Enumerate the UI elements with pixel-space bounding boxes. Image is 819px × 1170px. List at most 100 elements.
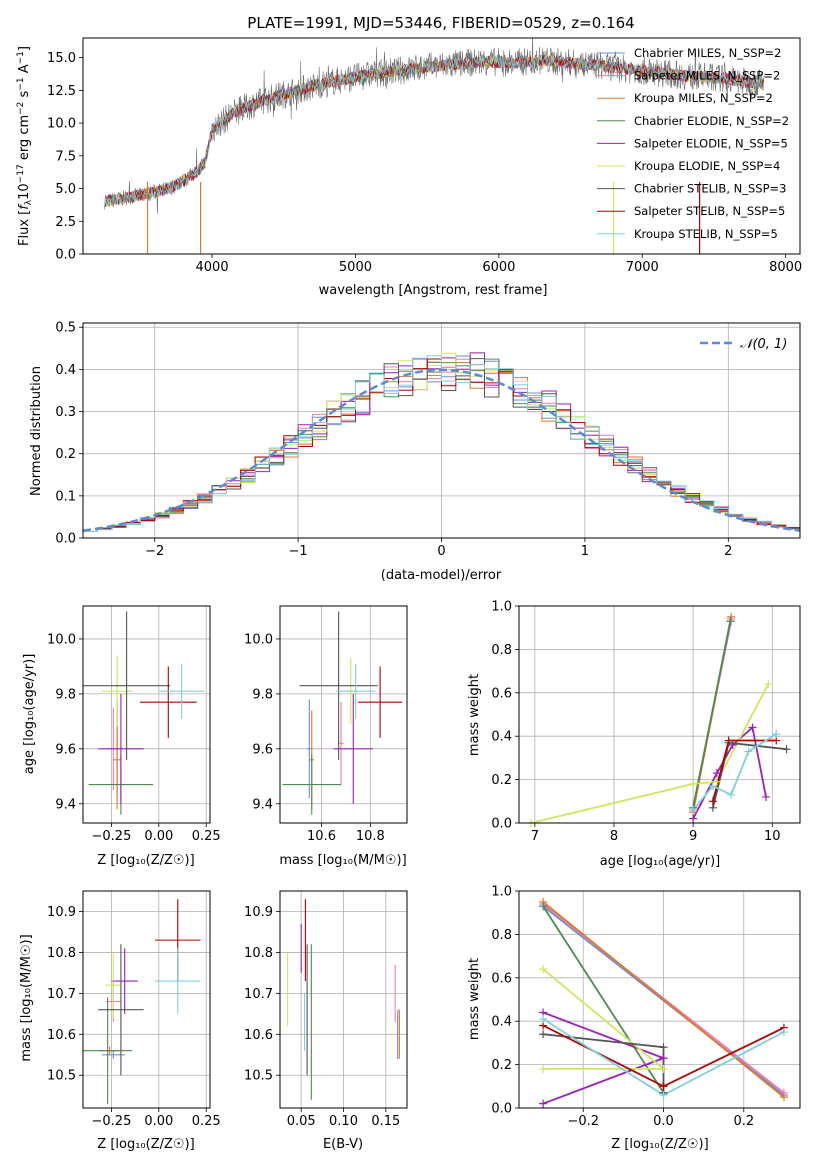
weight_vs_Z-marker-kroupa_miles-1 xyxy=(779,1093,788,1102)
weight_vs_Z-line-salpeter_elodie xyxy=(542,1011,667,1105)
weight_vs_age-ytick-label-2: 0.4 xyxy=(491,730,512,745)
spectrum-panel: PLATE=1991, MJD=53446, FIBERID=0529, z=0… xyxy=(16,14,802,298)
weight_vs_age-line-chabrier_stelib xyxy=(712,741,787,809)
weight_vs_Z-ytick-label-0: 0.0 xyxy=(491,1102,512,1117)
mass_vs_ebv-ytick-label-0: 10.5 xyxy=(244,1069,273,1084)
weight_vs_age-marker-kroupa_stelib-4 xyxy=(772,730,781,739)
weight_vs_Z-line-chabrier_elodie xyxy=(542,905,665,1094)
mass-vs-ebv-panel: E(B-V) 0.05 0.10 0.15 10.5 10.6 10.7 10.8 10.9 xyxy=(244,890,408,1152)
age-vs-Z-ylabel: age [log₁₀(age/yr)] xyxy=(22,654,37,775)
mass-vs-Z-ylabel: mass [log₁₀(M/M☉)] xyxy=(19,934,34,1061)
spectrum-frame xyxy=(82,37,801,255)
weight_vs_age-marker-kroupa_elodie-2 xyxy=(712,777,721,786)
weight_vs_age-xtick-label-0: 7 xyxy=(531,829,539,844)
spectrum-ytick-label-5: 12.5 xyxy=(47,84,76,99)
mass_vs_ebv-xtick-label-0: 0.05 xyxy=(287,1114,316,1129)
weight_vs_Z-frame xyxy=(518,890,801,1109)
weight_vs_age-marker-salpeter_stelib-1 xyxy=(724,736,733,745)
weight_vs_age-marker-salpeter_elodie-3 xyxy=(748,723,757,732)
spectrum-xlabel: wavelength [Angstrom, rest frame] xyxy=(319,283,548,298)
age_vs_mass-xtick-label-0: 10.6 xyxy=(307,829,336,844)
residuals-xtick-label-2: 0 xyxy=(437,544,445,559)
age_vs_Z-ytick-label-3: 10.0 xyxy=(47,632,76,647)
weight_vs_Z-ytick-label-1: 0.2 xyxy=(491,1058,512,1073)
weight_vs_Z-marker-kroupa_stelib-2 xyxy=(779,1028,788,1037)
mass_vs_ebv-frame xyxy=(279,890,408,1109)
weight_vs_age-marker-kroupa_elodie-1 xyxy=(689,779,698,788)
mass_vs_ebv-plot-area xyxy=(287,899,400,1100)
spectrum-xtick-label-3: 7000 xyxy=(626,260,659,275)
weight_vs_age-marker-kroupa_stelib-3 xyxy=(744,747,753,756)
weight_vs_Z-marker-salpeter_elodie-2 xyxy=(539,1099,548,1108)
weight_vs_Z-marker-chabrier_stelib-0 xyxy=(539,1030,548,1039)
weight_vs_Z-marker-kroupa_stelib-1 xyxy=(659,1090,668,1099)
mass_vs_ebv-ytick-label-1: 10.6 xyxy=(244,1028,273,1043)
spectrum-ytick-label-3: 7.5 xyxy=(55,149,76,164)
weight_vs_age-marker-salpeter_elodie-1 xyxy=(712,769,721,778)
spectrum-legend-label-salpeter_stelib: Salpeter STELIB, N_SSP=5 xyxy=(634,204,785,218)
weight_vs_Z-ytick-label-3: 0.6 xyxy=(491,971,512,986)
age_vs_mass-ytick-label-3: 10.0 xyxy=(244,632,273,647)
spectrum-ytick-label-1: 2.5 xyxy=(55,215,76,230)
weight_vs_age-marker-kroupa_stelib-0 xyxy=(689,805,698,814)
weight_vs_age-marker-kroupa_miles-1 xyxy=(727,612,736,621)
spectrum-legend-label-salpeter_elodie: Salpeter ELODIE, N_SSP=5 xyxy=(634,136,788,150)
weight_vs_Z-ytick-label-4: 0.8 xyxy=(491,928,512,943)
mass_vs_Z-ytick-label-3: 10.8 xyxy=(47,946,76,961)
weight_vs_Z-marker-salpeter_elodie-3 xyxy=(659,1054,668,1063)
weight_vs_Z-marker-salpeter_stelib-1 xyxy=(659,1082,668,1091)
residual-histogram-panel: (data-model)/error Normed distribution −… xyxy=(29,321,801,583)
age_vs_Z-ytick-label-1: 9.6 xyxy=(55,742,76,757)
mass-vs-metallicity-panel: Z [log₁₀(Z/Z☉)] mass [log₁₀(M/M☉)] −0.25… xyxy=(19,890,221,1152)
residuals-ytick-label-5: 0.5 xyxy=(55,321,76,336)
age_vs_Z-xtick-label-1: 0.00 xyxy=(144,829,173,844)
weight-vs-metallicity-panel: Z [log₁₀(Z/Z☉)] mass weight −0.2 0.0 0.2 0.… xyxy=(467,885,801,1152)
mass_vs_Z-xtick-label-0: −0.25 xyxy=(92,1114,132,1129)
spectrum-plot-area xyxy=(104,38,765,254)
weight_vs_Z-xtick-label-0: −0.2 xyxy=(567,1114,599,1129)
spectrum-xtick-label-4: 8000 xyxy=(769,260,802,275)
weight-vs-age-ylabel: mass weight xyxy=(467,674,482,756)
age-vs-mass-xlabel: mass [log₁₀(M/M☉)] xyxy=(279,853,406,868)
normal-distribution-curve xyxy=(83,368,800,532)
age_vs_Z-xtick-label-2: 0.25 xyxy=(192,829,221,844)
weight_vs_age-line-chabrier_elodie xyxy=(692,621,732,808)
age-vs-Z-xlabel: Z [log₁₀(Z/Z☉)] xyxy=(97,853,194,868)
age_vs_mass-ytick-label-0: 9.4 xyxy=(252,797,273,812)
weight_vs_age-xtick-label-1: 8 xyxy=(610,829,618,844)
age_vs_mass-ytick-label-2: 9.8 xyxy=(252,687,273,702)
mass_vs_Z-plot-area xyxy=(83,899,201,1104)
spectrum-ytick-label-4: 10.0 xyxy=(47,117,76,132)
residuals-xtick-label-3: 1 xyxy=(581,544,589,559)
spectrum-xtick-label-2: 6000 xyxy=(482,260,515,275)
weight_vs_age-ytick-label-1: 0.2 xyxy=(491,773,512,788)
residuals-ytick-label-4: 0.4 xyxy=(55,363,76,378)
mass_vs_Z-xtick-label-2: 0.25 xyxy=(192,1114,221,1129)
weight_vs_Z-ytick-label-2: 0.4 xyxy=(491,1015,512,1030)
age_vs_Z-xtick-label-0: −0.25 xyxy=(92,829,132,844)
weight_vs_age-marker-chabrier_elodie-1 xyxy=(726,617,735,626)
residual-ylabel: Normed distribution xyxy=(29,366,44,496)
mass-vs-ebv-xlabel: E(B-V) xyxy=(323,1137,363,1152)
weight_vs_Z-xtick-label-1: 0.0 xyxy=(653,1114,674,1129)
model-spectrum-kroupa_stelib xyxy=(104,55,764,208)
weight_vs_age-line-kroupa_elodie xyxy=(530,683,770,823)
residuals-frame xyxy=(82,322,801,539)
mass-vs-Z-xlabel: Z [log₁₀(Z/Z☉)] xyxy=(97,1137,194,1152)
age_vs_mass-plot-area xyxy=(282,611,403,815)
spectrum-legend-label-chabrier_elodie: Chabrier ELODIE, N_SSP=2 xyxy=(634,114,789,128)
age_vs_mass-frame xyxy=(279,605,408,824)
spectrum-legend-label-chabrier_miles: Chabrier MILES, N_SSP=2 xyxy=(634,46,781,60)
spectrum-legend-label-salpeter_miles: Salpeter MILES, N_SSP=2 xyxy=(634,69,780,83)
weight_vs_Z-marker-chabrier_stelib-1 xyxy=(659,1043,668,1052)
weight_vs_Z-marker-kroupa_elodie-0 xyxy=(539,965,548,974)
spectrum-xtick-label-1: 5000 xyxy=(339,260,372,275)
weight_vs_age-marker-salpeter_elodie-0 xyxy=(689,814,698,823)
weight_vs_Z-marker-chabrier_elodie-0 xyxy=(539,902,548,911)
weight_vs_Z-ytick-label-5: 1.0 xyxy=(491,885,512,900)
residual-histogram-kroupa_stelib xyxy=(83,355,800,532)
spectrum-xtick-label-0: 4000 xyxy=(196,260,229,275)
weight_vs_age-xtick-label-2: 9 xyxy=(689,829,697,844)
mass_vs_ebv-ytick-label-3: 10.8 xyxy=(244,946,273,961)
